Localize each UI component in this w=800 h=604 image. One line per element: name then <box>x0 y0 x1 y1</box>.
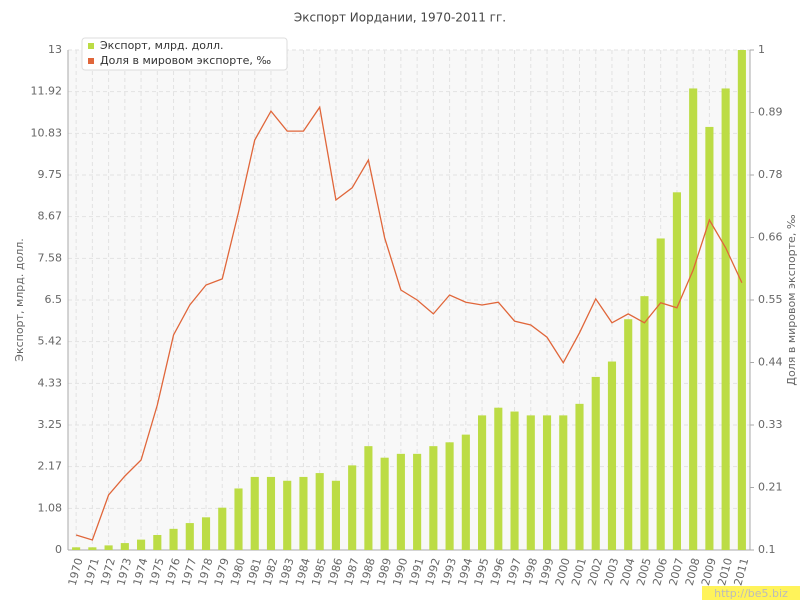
y2-tick-label: 0.66 <box>758 231 783 244</box>
bar <box>348 465 357 550</box>
bar <box>331 480 340 550</box>
y-tick-label: 6.5 <box>45 293 63 306</box>
legend-box <box>81 37 288 71</box>
bar <box>575 403 584 550</box>
y-tick-label: 5.42 <box>38 335 63 348</box>
y-tick-label: 13 <box>48 43 62 56</box>
y2-tick-label: 0.33 <box>758 418 783 431</box>
legend-label: Экспорт, млрд. долл. <box>100 39 223 52</box>
line <box>75 105 743 541</box>
y-tick-label: 7.58 <box>38 251 63 264</box>
y2-axis-label: Доля в мировом экспорте, ‰ <box>785 214 798 385</box>
bar <box>72 547 81 550</box>
bar <box>429 446 438 550</box>
bar <box>445 442 454 550</box>
bar <box>185 523 194 550</box>
bar <box>104 545 113 550</box>
bar <box>591 376 600 550</box>
bar <box>283 480 292 550</box>
bar <box>153 535 162 550</box>
bar <box>218 507 227 550</box>
y2-tick-label: 0.1 <box>758 543 776 556</box>
chart-title: Экспорт Иордании, 1970-2011 гг. <box>294 11 506 25</box>
bar <box>478 415 487 550</box>
bar <box>88 547 97 550</box>
bar <box>542 415 552 550</box>
bar <box>672 192 681 551</box>
y-tick-label: 2.17 <box>38 460 63 473</box>
bar <box>494 407 503 550</box>
y2-tick-label: 0.89 <box>758 106 783 119</box>
y-tick-label: 11.92 <box>31 85 63 98</box>
bar <box>250 476 259 550</box>
bar <box>705 126 714 550</box>
y-tick-label: 10.83 <box>31 126 63 139</box>
bar <box>607 361 617 550</box>
bar <box>120 543 129 550</box>
y-tick-label: 8.67 <box>38 210 63 223</box>
bar <box>689 88 698 550</box>
bar <box>137 539 146 550</box>
watermark-bg <box>702 586 800 600</box>
watermark: http://be5.biz <box>714 587 788 600</box>
bar <box>299 476 308 550</box>
bar <box>624 319 633 550</box>
y2-tick-label: 1 <box>758 43 765 56</box>
bar <box>380 457 389 550</box>
y2-tick-label: 0.55 <box>758 293 783 306</box>
y-axis-label: Экспорт, млрд. долл. <box>13 238 26 361</box>
bar <box>461 434 470 550</box>
bar <box>721 88 730 550</box>
bar <box>526 415 535 550</box>
bar <box>364 446 373 550</box>
y-tick-label: 0 <box>55 543 62 556</box>
bar <box>396 453 405 550</box>
bar <box>169 528 178 550</box>
y2-tick-label: 0.44 <box>758 356 783 369</box>
y-tick-label: 1.08 <box>38 501 63 514</box>
legend-swatch <box>88 58 94 64</box>
bar <box>510 411 519 550</box>
y-tick-label: 3.25 <box>38 418 63 431</box>
bar <box>559 415 568 550</box>
legend-swatch <box>88 43 94 49</box>
bar <box>234 488 243 550</box>
bar <box>413 453 422 550</box>
y-tick-label: 9.75 <box>38 168 63 181</box>
y2-tick-label: 0.21 <box>758 481 783 494</box>
bar <box>656 238 665 550</box>
bar <box>315 473 324 550</box>
y-tick-label: 4.33 <box>38 376 63 389</box>
bar <box>737 50 746 550</box>
bar <box>201 517 211 550</box>
legend-label: Доля в мировом экспорте, ‰ <box>100 54 271 67</box>
bar <box>640 296 649 550</box>
bar <box>266 476 276 550</box>
y2-tick-label: 0.78 <box>758 168 783 181</box>
